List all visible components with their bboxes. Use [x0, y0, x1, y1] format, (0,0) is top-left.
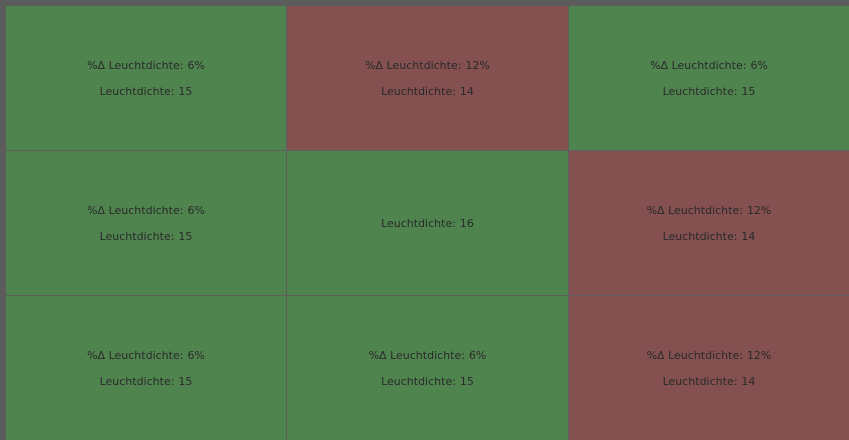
luminance-row: Leuchtdichte: 15	[663, 85, 756, 98]
grid-cell-1[interactable]: %Δ Leuchtdichte: 6% Leuchtdichte: 15	[6, 6, 286, 150]
luminance-label: Leuchtdichte:	[381, 84, 456, 98]
delta-value: 12%	[746, 203, 772, 217]
luminance-label: Leuchtdichte:	[99, 84, 175, 98]
delta-label: %Δ Leuchtdichte:	[87, 203, 184, 217]
luminance-value: 15	[178, 374, 193, 388]
luminance-value: 15	[459, 374, 474, 388]
grid-cell-5-reference[interactable]: Leuchtdichte: 16	[287, 151, 568, 295]
delta-value: 12%	[465, 58, 490, 72]
luminance-row: Leuchtdichte: 14	[381, 85, 474, 98]
luminance-value: 14	[459, 84, 474, 98]
delta-label: %Δ Leuchtdichte:	[650, 58, 747, 72]
luminance-value: 15	[178, 84, 193, 98]
luminance-label: Leuchtdichte:	[99, 229, 175, 243]
grid-cell-8[interactable]: %Δ Leuchtdichte: 6% Leuchtdichte: 15	[287, 296, 568, 440]
luminance-row: Leuchtdichte: 15	[381, 375, 474, 388]
luminance-row: Leuchtdichte: 14	[663, 375, 756, 388]
delta-value: 12%	[746, 348, 772, 362]
luminance-value: 15	[741, 84, 756, 98]
delta-row: %Δ Leuchtdichte: 12%	[647, 349, 772, 362]
grid-cell-4[interactable]: %Δ Leuchtdichte: 6% Leuchtdichte: 15	[6, 151, 286, 295]
luminance-label: Leuchtdichte:	[381, 374, 456, 388]
delta-label: %Δ Leuchtdichte:	[365, 58, 462, 72]
grid-cell-6[interactable]: %Δ Leuchtdichte: 12% Leuchtdichte: 14	[569, 151, 849, 295]
luminance-row: Leuchtdichte: 14	[663, 230, 756, 243]
grid-cell-3[interactable]: %Δ Leuchtdichte: 6% Leuchtdichte: 15	[569, 6, 849, 150]
delta-row: %Δ Leuchtdichte: 12%	[647, 204, 772, 217]
luminance-label: Leuchtdichte:	[99, 374, 175, 388]
luminance-value: 14	[741, 229, 756, 243]
luminance-row: Leuchtdichte: 16	[381, 217, 474, 230]
delta-value: 6%	[750, 58, 768, 72]
delta-row: %Δ Leuchtdichte: 6%	[87, 59, 205, 72]
luminance-label: Leuchtdichte:	[662, 229, 738, 243]
grid-cell-2[interactable]: %Δ Leuchtdichte: 12% Leuchtdichte: 14	[287, 6, 568, 150]
delta-value: 6%	[187, 203, 205, 217]
delta-label: %Δ Leuchtdichte:	[368, 348, 465, 362]
delta-row: %Δ Leuchtdichte: 6%	[87, 349, 205, 362]
delta-label: %Δ Leuchtdichte:	[646, 203, 743, 217]
delta-row: %Δ Leuchtdichte: 6%	[87, 204, 205, 217]
grid-cell-7[interactable]: %Δ Leuchtdichte: 6% Leuchtdichte: 15	[6, 296, 286, 440]
luminance-value: 16	[459, 216, 474, 230]
delta-value: 6%	[187, 58, 205, 72]
grid-cell-9[interactable]: %Δ Leuchtdichte: 12% Leuchtdichte: 14	[569, 296, 849, 440]
delta-label: %Δ Leuchtdichte:	[87, 348, 184, 362]
luminance-label: Leuchtdichte:	[662, 374, 738, 388]
delta-value: 6%	[187, 348, 205, 362]
delta-value: 6%	[468, 348, 487, 362]
luminance-label: Leuchtdichte:	[662, 84, 738, 98]
uniformity-grid: %Δ Leuchtdichte: 6% Leuchtdichte: 15 %Δ …	[6, 6, 849, 440]
luminance-value: 14	[741, 374, 756, 388]
luminance-label: Leuchtdichte:	[381, 216, 456, 230]
luminance-row: Leuchtdichte: 15	[100, 85, 193, 98]
delta-label: %Δ Leuchtdichte:	[646, 348, 743, 362]
luminance-row: Leuchtdichte: 15	[100, 230, 193, 243]
delta-row: %Δ Leuchtdichte: 12%	[365, 59, 490, 72]
luminance-value: 15	[178, 229, 193, 243]
delta-row: %Δ Leuchtdichte: 6%	[369, 349, 487, 362]
delta-row: %Δ Leuchtdichte: 6%	[650, 59, 768, 72]
delta-label: %Δ Leuchtdichte:	[87, 58, 184, 72]
luminance-row: Leuchtdichte: 15	[100, 375, 193, 388]
